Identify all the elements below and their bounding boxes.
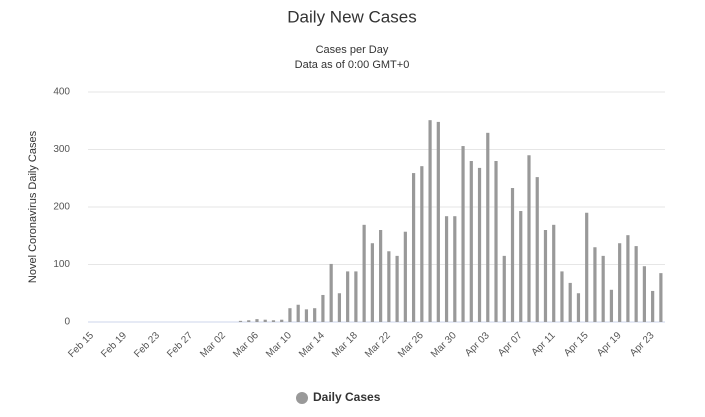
bar bbox=[247, 320, 251, 322]
legend-marker[interactable] bbox=[296, 392, 308, 404]
x-tick-label: Mar 22 bbox=[363, 330, 393, 360]
bar bbox=[329, 263, 333, 322]
x-tick-label: Mar 06 bbox=[231, 330, 261, 360]
bar bbox=[543, 230, 548, 322]
x-tick-label: Apr 19 bbox=[595, 330, 624, 359]
chart-subtitle: Cases per Day bbox=[316, 44, 389, 56]
bar bbox=[436, 121, 440, 323]
bar bbox=[659, 273, 663, 322]
bar bbox=[576, 293, 581, 322]
bar bbox=[263, 319, 267, 322]
chart-subtitle: Data as of 0:00 GMT+0 bbox=[295, 59, 410, 71]
bar bbox=[651, 290, 655, 322]
x-tick-label: Apr 07 bbox=[496, 330, 525, 359]
y-tick-label: 300 bbox=[53, 144, 70, 155]
bar bbox=[321, 294, 325, 322]
bar bbox=[370, 243, 374, 322]
legend-label[interactable]: Daily Cases bbox=[313, 390, 381, 404]
bar bbox=[642, 266, 646, 322]
x-tick-label: Mar 26 bbox=[396, 330, 426, 360]
bar bbox=[337, 293, 342, 322]
x-tick-label: Apr 23 bbox=[628, 330, 657, 359]
bar bbox=[296, 304, 300, 322]
x-tick-label: Apr 15 bbox=[562, 330, 591, 359]
x-tick-label: Feb 27 bbox=[165, 330, 195, 360]
y-tick-label: 200 bbox=[53, 202, 70, 213]
bar bbox=[420, 166, 424, 322]
bar bbox=[411, 173, 416, 322]
y-tick-label: 0 bbox=[64, 317, 70, 328]
bar bbox=[354, 271, 358, 322]
bar bbox=[535, 177, 539, 322]
bar bbox=[510, 188, 515, 322]
x-tick-label: Feb 19 bbox=[99, 330, 129, 360]
bar bbox=[527, 155, 531, 322]
x-tick-label: Apr 03 bbox=[463, 330, 492, 359]
chart-title: Daily New Cases bbox=[287, 7, 416, 26]
bar bbox=[444, 216, 449, 322]
x-tick-label: Apr 11 bbox=[530, 330, 558, 358]
y-tick-label: 100 bbox=[53, 259, 70, 270]
bar bbox=[238, 320, 243, 322]
x-tick-label: Mar 30 bbox=[429, 330, 459, 360]
x-tick-label: Feb 23 bbox=[132, 330, 162, 360]
bar bbox=[255, 319, 259, 322]
x-tick-label: Feb 15 bbox=[66, 330, 96, 360]
x-tick-label: Mar 14 bbox=[297, 330, 327, 360]
bar bbox=[304, 309, 309, 322]
bar bbox=[461, 146, 465, 322]
bar bbox=[601, 255, 605, 322]
bar bbox=[379, 230, 383, 322]
x-tick-label: Mar 10 bbox=[264, 330, 294, 360]
bar bbox=[362, 224, 366, 322]
bar bbox=[288, 308, 292, 322]
bar bbox=[395, 255, 399, 322]
bar bbox=[494, 161, 498, 322]
bar bbox=[346, 271, 350, 322]
bar bbox=[634, 246, 638, 322]
bar bbox=[552, 224, 556, 322]
bar bbox=[428, 120, 432, 322]
bar bbox=[519, 211, 523, 322]
bar bbox=[568, 282, 572, 322]
bar bbox=[469, 161, 473, 322]
y-axis-label: Novel Coronavirus Daily Cases bbox=[27, 130, 39, 283]
bar bbox=[280, 319, 284, 322]
bar bbox=[453, 216, 457, 322]
x-tick-label: Mar 02 bbox=[198, 330, 228, 360]
y-tick-label: 400 bbox=[53, 87, 70, 98]
bar bbox=[271, 320, 276, 322]
bar bbox=[502, 255, 506, 322]
bar bbox=[626, 235, 630, 322]
bar bbox=[403, 231, 407, 322]
bar bbox=[585, 212, 589, 322]
bar bbox=[313, 308, 317, 322]
bar bbox=[560, 271, 564, 322]
x-tick-label: Mar 18 bbox=[330, 330, 360, 360]
bar bbox=[609, 289, 614, 322]
bar bbox=[387, 251, 391, 322]
bar bbox=[618, 243, 622, 322]
bar bbox=[593, 247, 597, 322]
bar bbox=[477, 167, 482, 322]
bar bbox=[486, 132, 490, 322]
